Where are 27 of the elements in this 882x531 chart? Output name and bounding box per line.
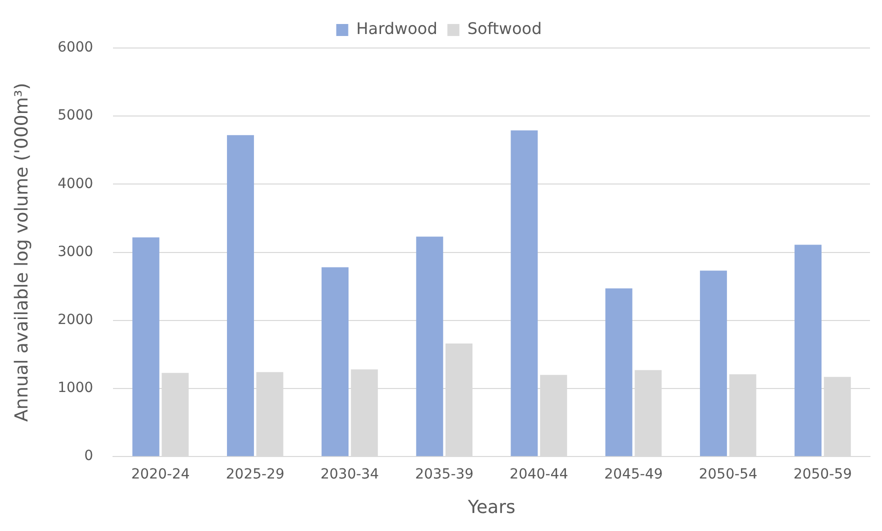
- y-tick-label: 2000: [58, 312, 94, 328]
- x-tick-label: 2050-54: [698, 466, 758, 483]
- bar: [226, 135, 254, 456]
- y-tick-label: 4000: [58, 176, 94, 192]
- bar: [132, 237, 160, 456]
- legend-label: Hardwood: [356, 19, 438, 38]
- x-tick-label: 2020-24: [131, 466, 190, 483]
- x-tick-label: 2035-39: [415, 466, 474, 483]
- y-tick-label: 1000: [58, 380, 94, 396]
- bar: [700, 270, 727, 456]
- y-tick-label: 0: [84, 448, 94, 464]
- x-tick-label: 2040-44: [510, 466, 568, 483]
- bar: [322, 267, 349, 456]
- y-tick-label: 3000: [58, 244, 94, 260]
- x-axis-title: Years: [466, 496, 516, 518]
- y-tick-label: 5000: [58, 108, 94, 124]
- x-tick-label: 2050-59: [793, 466, 852, 483]
- x-tick-label: 2025-29: [226, 466, 284, 483]
- bar: [416, 236, 444, 456]
- x-tick-label: 2030-34: [320, 466, 380, 483]
- bar: [605, 288, 632, 456]
- legend-label: Softwood: [467, 19, 542, 38]
- y-axis-title: Annual available log volume ('000m³): [11, 82, 32, 422]
- x-tick-label: 2045-49: [604, 466, 663, 483]
- bar: [510, 130, 538, 456]
- bar: [794, 244, 822, 456]
- y-tick-label: 6000: [58, 40, 94, 56]
